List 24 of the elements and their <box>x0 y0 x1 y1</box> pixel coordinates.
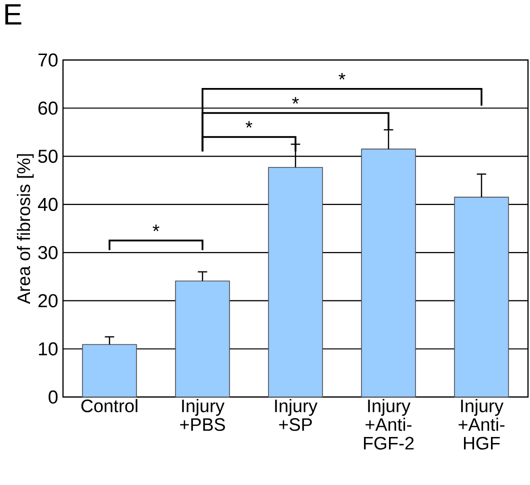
annotation: * <box>246 121 252 128</box>
y-axis-title: Area of fibrosis [%] <box>16 154 34 304</box>
y-tick-label: 10 <box>38 342 58 356</box>
bar <box>82 344 137 398</box>
bar <box>175 280 230 398</box>
x-tick-label: Injury +Anti-FGF-2 <box>364 399 414 450</box>
bar <box>268 166 323 398</box>
annotation: * <box>292 97 299 104</box>
chart-title: E <box>5 4 22 24</box>
x-tick-label: Control <box>81 399 138 412</box>
bar <box>454 196 509 398</box>
bar <box>361 148 416 398</box>
y-tick-label: 40 <box>38 198 58 212</box>
annotation: * <box>152 224 160 232</box>
annotation: * <box>338 72 346 80</box>
x-tick-label: Injury +Anti-HGF <box>458 399 504 450</box>
y-tick-label: 20 <box>38 294 58 308</box>
y-tick-label: 0 <box>48 390 58 404</box>
y-tick-label: 30 <box>38 246 58 260</box>
x-tick-label: Injury +SP <box>275 399 318 431</box>
y-tick-label: 70 <box>38 53 58 67</box>
y-tick-label: 60 <box>38 102 58 115</box>
x-tick-label: Injury +PBS <box>180 399 225 431</box>
y-tick-label: 50 <box>38 150 58 163</box>
